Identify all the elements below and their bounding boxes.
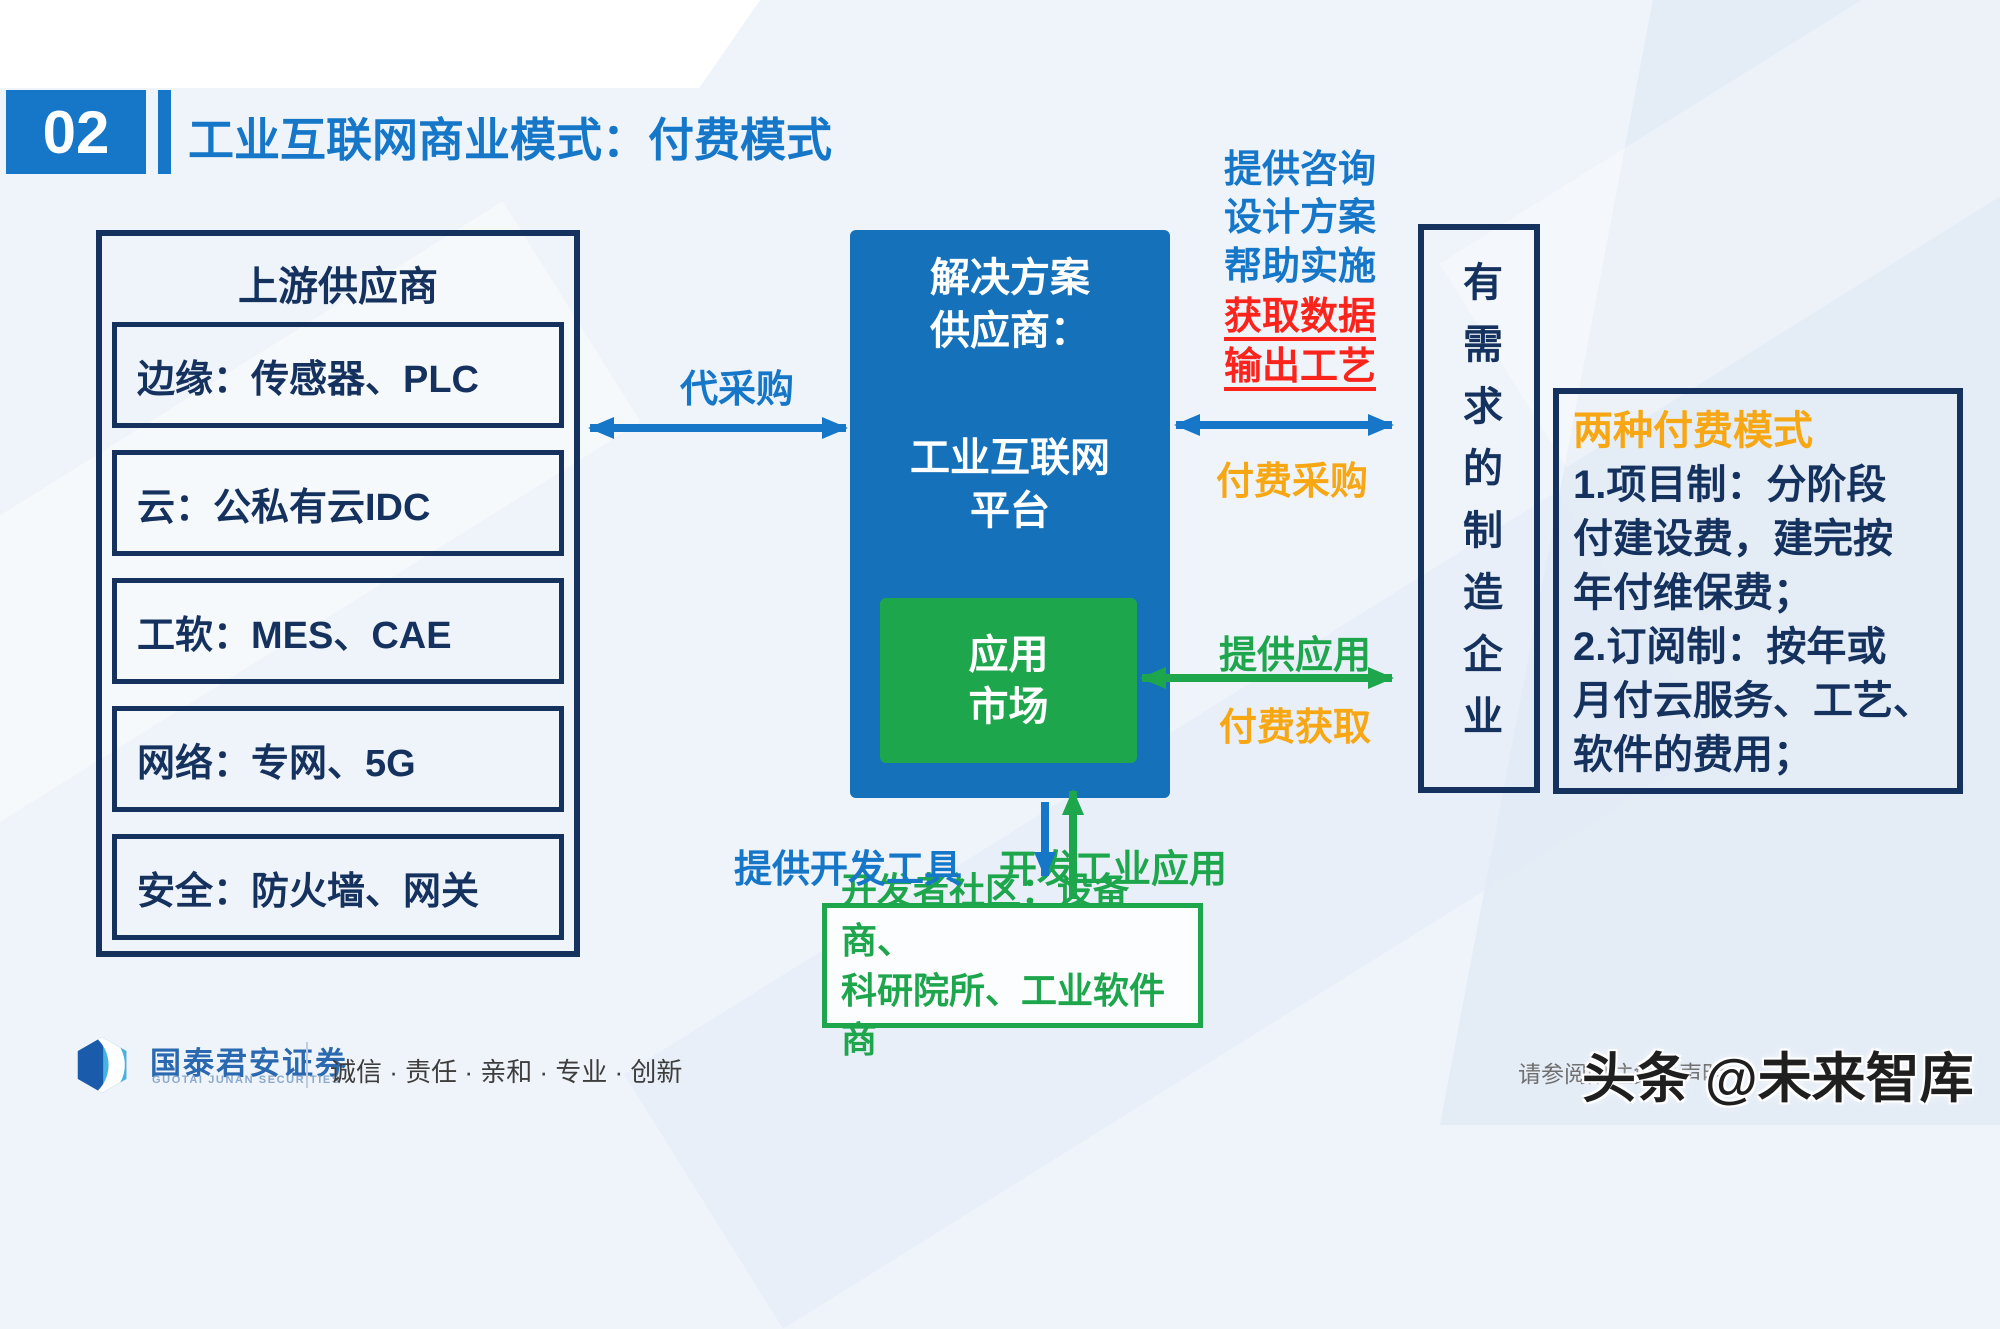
payment-mode-line: 1.项目制：分阶段	[1573, 463, 1887, 507]
label-paid-procurement: 付费采购	[1215, 461, 1369, 503]
industrial-internet-platform-label: 工业互联网 平台	[910, 436, 1110, 533]
supplier-item-edge: 边缘：传感器、PLC	[112, 322, 564, 428]
background-band-top	[0, 0, 760, 88]
logo-text-cn: 国泰君安证券	[150, 1046, 348, 1081]
payment-modes-panel: 两种付费模式 1.项目制：分阶段 付建设费，建完按 年付维保费； 2.订阅制：按…	[1553, 388, 1963, 794]
payment-mode-line: 软件的费用；	[1573, 733, 1813, 777]
payment-mode-line: 月付云服务、工艺、	[1573, 679, 1933, 723]
upstream-suppliers-panel: 上游供应商 边缘：传感器、PLC 云：公私有云IDC 工软：MES、CAE 网络…	[96, 230, 580, 957]
title-divider-bar	[158, 90, 171, 174]
watermark: 头条 @未来智库	[1582, 1049, 1974, 1109]
label-provide-app: 提供应用	[1218, 635, 1372, 677]
payment-mode-line: 年付维保费；	[1573, 571, 1813, 615]
label-consult-design-implement: 提供咨询 设计方案 帮助实施	[1223, 149, 1377, 288]
logo-text-en: GUOTAI JUNAN SECURITIES	[152, 1074, 341, 1086]
label-provide-dev-tools: 提供开发工具	[733, 849, 963, 891]
upstream-suppliers-title: 上游供应商	[238, 265, 438, 309]
app-market-box: 应用 市场	[880, 598, 1137, 763]
developer-community-label: 开发者社区：设备商、 科研院所、工业软件商	[841, 870, 1166, 1061]
footer-tagline: 诚信 · 责任 · 亲和 · 专业 · 创新	[330, 1057, 683, 1087]
payment-mode-line: 2.订阅制：按年或	[1573, 625, 1887, 669]
footer-divider	[306, 1042, 308, 1088]
supplier-item-cloud: 云：公私有云IDC	[112, 450, 564, 556]
guotai-junan-logo-icon	[77, 1037, 127, 1093]
payment-modes-heading: 两种付费模式	[1573, 409, 1813, 453]
solution-provider-label: 解决方案 供应商：	[930, 256, 1090, 353]
supplier-item-software: 工软：MES、CAE	[112, 578, 564, 684]
label-get-data-output-process: 获取数据 输出工艺	[1223, 296, 1377, 389]
supplier-item-security: 安全：防火墙、网关	[112, 834, 564, 940]
label-paid-acquire: 付费获取	[1218, 707, 1372, 749]
supplier-item-network: 网络：专网、5G	[112, 706, 564, 812]
label-procure-for: 代采购	[679, 369, 795, 411]
page-title: 工业互联网商业模式：付费模式	[188, 114, 832, 166]
footer-disclaimer: 请参阅附注免责声明	[1518, 1061, 1725, 1087]
developer-community-box: 开发者社区：设备商、 科研院所、工业软件商	[822, 870, 1203, 1060]
section-number-badge: 02	[6, 90, 146, 174]
manufacturer-demand-box: 有需求的制造企业	[1418, 224, 1540, 793]
label-develop-industrial-apps: 开发工业应用	[998, 849, 1228, 891]
manufacturer-demand-label: 有需求的制造企业	[1457, 260, 1501, 757]
payment-mode-line: 付建设费，建完按	[1573, 517, 1893, 561]
